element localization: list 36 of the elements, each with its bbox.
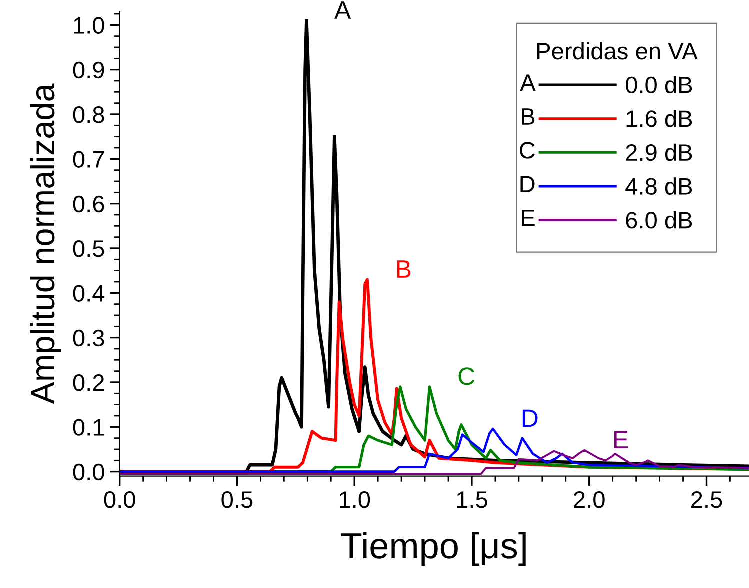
legend-title: Perdidas en VA [537,42,698,60]
x-tick-label: 2.5 [692,491,722,508]
y-tick-label: 0.8 [73,106,104,124]
line-series [120,428,749,473]
y-tick-label: 0.1 [73,419,104,436]
x-tick-label: 1.0 [340,491,370,508]
annotation: D [522,410,538,428]
annotation: A [334,2,352,19]
text: A [520,74,536,92]
annotation: C [458,368,475,386]
y-tick-label: 0.2 [73,374,104,392]
text: D [520,176,535,192]
y-tick-label: 0.7 [73,151,104,168]
text: E [522,210,535,226]
x-tick-label: 0.0 [104,491,136,508]
text: B [522,108,535,125]
legend-label: 4.8 dB [626,178,692,195]
x-axis-title: Tiempo [μs] [341,532,526,566]
y-tick-label: 0.3 [73,330,104,347]
x-tick-label: 2.0 [574,491,605,508]
legend-label: 1.6 dB [626,110,692,128]
y-axis-title: Amplitud normalizada [30,84,62,404]
x-tick-label: 0.5 [222,491,253,508]
y-tick-label: 0.5 [73,240,104,258]
y-tick-label: 0.9 [73,62,104,79]
y-tick-label: 0.4 [73,285,105,302]
legend-label: 2.9 dB [626,144,692,162]
y-tick-label: 0.6 [73,196,104,213]
y-tick-label: 1.0 [74,17,104,34]
annotation: E [614,431,628,449]
y-tick-label: 0.0 [73,464,104,481]
text: C [520,142,535,159]
legend-label: 6.0 dB [626,211,692,229]
legend-label: 0.0 dB [626,76,692,94]
x-tick-label: 1.5 [457,492,488,508]
annotation: B [397,260,411,278]
